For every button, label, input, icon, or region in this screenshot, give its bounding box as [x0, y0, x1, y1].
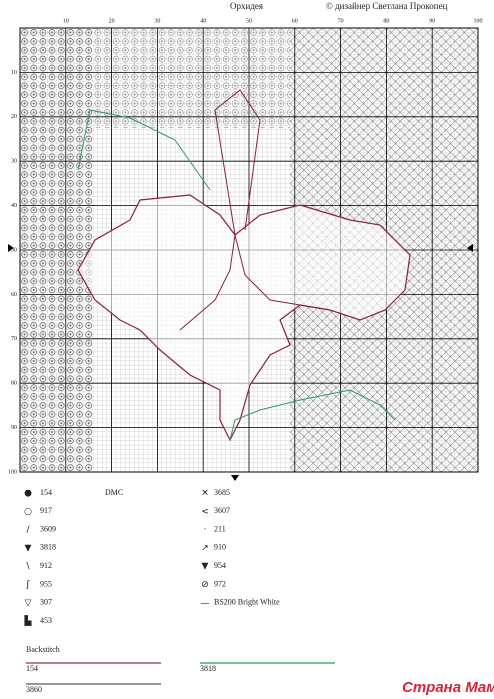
left-axis-label: 50: [11, 247, 17, 253]
legend-symbol: ▽: [25, 598, 32, 608]
leaf-outline: [77, 109, 211, 191]
center-marker: [231, 475, 239, 481]
legend-symbol: —: [201, 598, 210, 608]
left-axis-label: 40: [11, 203, 17, 209]
legend-symbol: ʃ: [25, 580, 30, 590]
legend-code: 917: [40, 506, 52, 515]
watermark: Страна Мам: [402, 679, 494, 696]
legend-code: 154: [40, 488, 52, 497]
legend-symbol: ·: [204, 525, 207, 535]
legend-code: 912: [40, 561, 52, 570]
center-marker: [467, 244, 473, 252]
left-axis-label: 20: [11, 114, 17, 120]
top-axis-label: 80: [383, 18, 389, 24]
legend-symbol: /: [26, 525, 30, 535]
orchid-detail: [179, 89, 331, 331]
center-marker: [8, 244, 14, 252]
legend-heading: DMC: [105, 488, 123, 497]
legend-code: 3607: [214, 506, 230, 515]
legend-symbol: ▼: [202, 562, 209, 572]
legend-code: 307: [40, 598, 52, 607]
legend-symbol: ●: [24, 489, 32, 499]
top-axis-label: 40: [200, 18, 206, 24]
legend-code: 211: [214, 524, 226, 533]
left-axis-label: 30: [11, 159, 17, 165]
legend-symbol: ↗: [201, 543, 209, 553]
designer: © дизайнер Светлана Прокопец: [326, 1, 448, 11]
left-axis-label: 60: [11, 292, 17, 298]
legend-symbol: \: [26, 562, 30, 572]
top-axis-label: 70: [338, 18, 344, 24]
backstitch-code: 3860: [26, 685, 42, 694]
legend-symbol: ✕: [201, 489, 209, 499]
legend-code: 3609: [40, 524, 56, 533]
legend-code: 910: [214, 543, 226, 552]
legend-symbol: <: [201, 507, 209, 517]
legend-symbol: ⊘: [201, 580, 209, 590]
left-axis-label: 90: [11, 425, 17, 431]
legend-code: BS200 Bright White: [214, 598, 280, 607]
top-axis-label: 10: [63, 18, 69, 24]
backstitch-code: 3818: [200, 664, 216, 673]
top-axis-label: 100: [474, 18, 483, 24]
top-axis-label: 50: [246, 18, 252, 24]
left-axis-label: 70: [11, 336, 17, 342]
legend-code: 453: [40, 616, 52, 625]
legend-symbol: ▙: [24, 615, 33, 627]
left-axis-label: 100: [8, 469, 17, 475]
top-axis-label: 90: [429, 18, 435, 24]
leaf-outline: [229, 389, 396, 441]
top-axis-label: 20: [109, 18, 115, 24]
legend-code: 955: [40, 579, 52, 588]
top-axis-label: 60: [292, 18, 298, 24]
legend-code: 3685: [214, 488, 230, 497]
legend-symbol: ○: [24, 507, 32, 517]
title: Орхидея: [230, 1, 263, 11]
legend-code: 954: [214, 561, 226, 570]
left-axis-label: 80: [11, 381, 17, 387]
left-axis-label: 10: [11, 70, 17, 76]
top-axis-label: 30: [154, 18, 160, 24]
legend-symbol: ▼: [25, 543, 32, 553]
backstitch-heading: Backstitch: [26, 645, 60, 654]
backstitch-code: 154: [26, 664, 38, 673]
legend-code: 3818: [40, 543, 56, 552]
legend-code: 972: [214, 579, 226, 588]
